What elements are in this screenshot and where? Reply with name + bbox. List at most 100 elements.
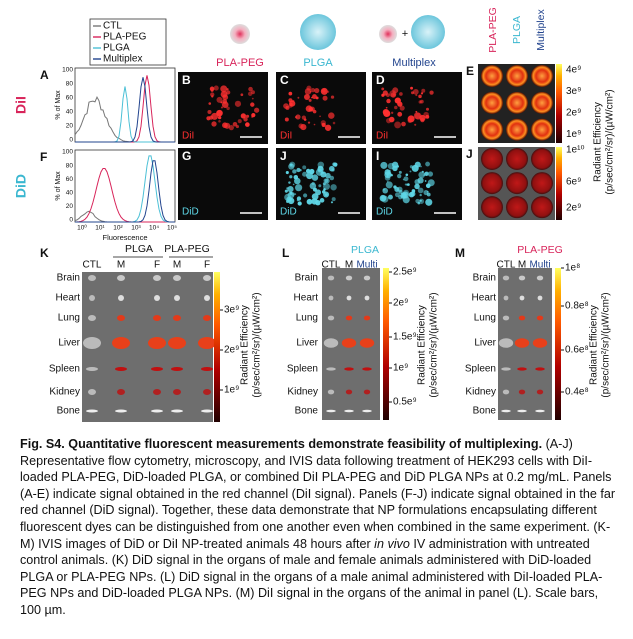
fluorescent-spot (321, 171, 325, 174)
organ (88, 275, 96, 281)
fluorescent-spot (311, 193, 319, 200)
panel-letter: C (280, 73, 289, 87)
organ-label: Lung (474, 313, 496, 324)
organ (153, 315, 161, 321)
colorbar-tick: 2.5e⁹ (393, 267, 417, 278)
fluorescent-spot (411, 164, 419, 172)
fluorescent-spot (303, 94, 310, 100)
colorbar (556, 147, 562, 220)
fluorescent-spot (397, 101, 403, 107)
column-label: Multi (356, 260, 377, 271)
fluorescent-spot (311, 96, 313, 99)
fluorescent-spot (220, 90, 228, 98)
np-icon (411, 15, 445, 49)
channel-label: DiD (280, 207, 297, 218)
legend-label: Multiplex (103, 54, 142, 65)
organ (171, 409, 183, 413)
legend-label: PLA-PEG (103, 32, 147, 43)
fluorescent-spot (324, 193, 328, 197)
organ-label: Bone (473, 406, 497, 417)
well (481, 172, 503, 195)
fluorescent-spot (426, 107, 429, 111)
fluorescent-spot (322, 95, 328, 101)
organ-label: Kidney (465, 387, 496, 398)
column-header: Multiplex (535, 9, 547, 51)
fluorescent-spot (418, 94, 422, 99)
organ-label: Bone (57, 406, 81, 417)
fluorescent-spot (319, 115, 321, 118)
fluorescent-spot (388, 169, 391, 173)
organ (345, 389, 353, 395)
well (506, 196, 528, 219)
fluorescent-spot (386, 180, 389, 183)
fluorescent-spot (417, 187, 424, 194)
np-icon (379, 25, 397, 43)
caption-text: IV administration with untreated control… (20, 536, 603, 617)
organ (362, 367, 372, 371)
panel-letter: E (466, 64, 474, 78)
organ (326, 409, 336, 413)
colorbar-tick: 1.5e⁹ (393, 332, 417, 343)
fluorescent-spot (381, 87, 385, 91)
well (531, 196, 553, 219)
caption: Fig. S4. Quantitative fluorescent measur… (20, 436, 620, 619)
organ (323, 338, 339, 348)
well (506, 91, 528, 114)
organ-label: Brain (473, 273, 496, 284)
well (481, 196, 503, 219)
organ (154, 295, 160, 301)
np-icon (300, 14, 336, 50)
organ (86, 409, 98, 413)
fluorescent-spot (220, 101, 223, 104)
fluorescent-spot (421, 88, 426, 93)
fluorescent-spot (216, 109, 223, 117)
fluorescent-spot (317, 161, 325, 169)
organ (364, 295, 370, 301)
organ-label: Heart (472, 293, 497, 304)
organ (346, 295, 352, 301)
organ (151, 367, 163, 371)
plus-sign: + (402, 28, 408, 40)
organ (517, 409, 527, 413)
fluorescent-spot (311, 174, 319, 181)
panel-letter: G (182, 149, 191, 163)
fluorescent-spot (324, 124, 332, 131)
organ (118, 295, 124, 301)
organ (363, 275, 371, 281)
panel-letter: B (182, 73, 191, 87)
organ (536, 275, 544, 281)
fluorescent-spot (415, 110, 418, 113)
fluorescent-spot (398, 170, 402, 174)
fluorescent-spot (210, 92, 215, 97)
column-label: CTL (497, 260, 516, 271)
fluorescent-spot (380, 161, 388, 169)
fluorescent-spot (328, 112, 335, 119)
tick-label: 0 (69, 137, 73, 144)
colorbar-title: Radiant Efficiency (589, 305, 600, 385)
histogram-curve (75, 75, 175, 143)
fluorescent-spot (251, 115, 254, 118)
fluorescent-spot (310, 88, 316, 93)
panel-letter: J (466, 147, 473, 161)
organ (203, 315, 211, 321)
tick-label: 40 (66, 190, 74, 197)
fluorescent-spot (420, 117, 425, 123)
organ (89, 295, 95, 301)
organ (535, 409, 545, 413)
caption-text: (A-J) Representative flow cytometry, mic… (20, 437, 616, 551)
fluorescent-spot (243, 117, 248, 122)
micrograph (178, 148, 268, 220)
tick-label: 100 (62, 67, 73, 74)
colorbar-title: (p/sec/cm²/sr)/(µW/cm²) (601, 292, 612, 397)
organ-label: Brain (295, 273, 318, 284)
fluorescent-spot (418, 100, 422, 104)
fluorescent-spot (308, 98, 312, 102)
group-header: PLGA (125, 243, 153, 255)
fluorescent-spot (312, 109, 317, 114)
organ (173, 275, 181, 281)
panel-letter: J (280, 149, 287, 163)
fluorescent-spot (306, 198, 313, 205)
fluorescent-spot (391, 111, 394, 114)
fluorescent-spot (284, 189, 288, 193)
fluorescent-spot (399, 105, 405, 111)
